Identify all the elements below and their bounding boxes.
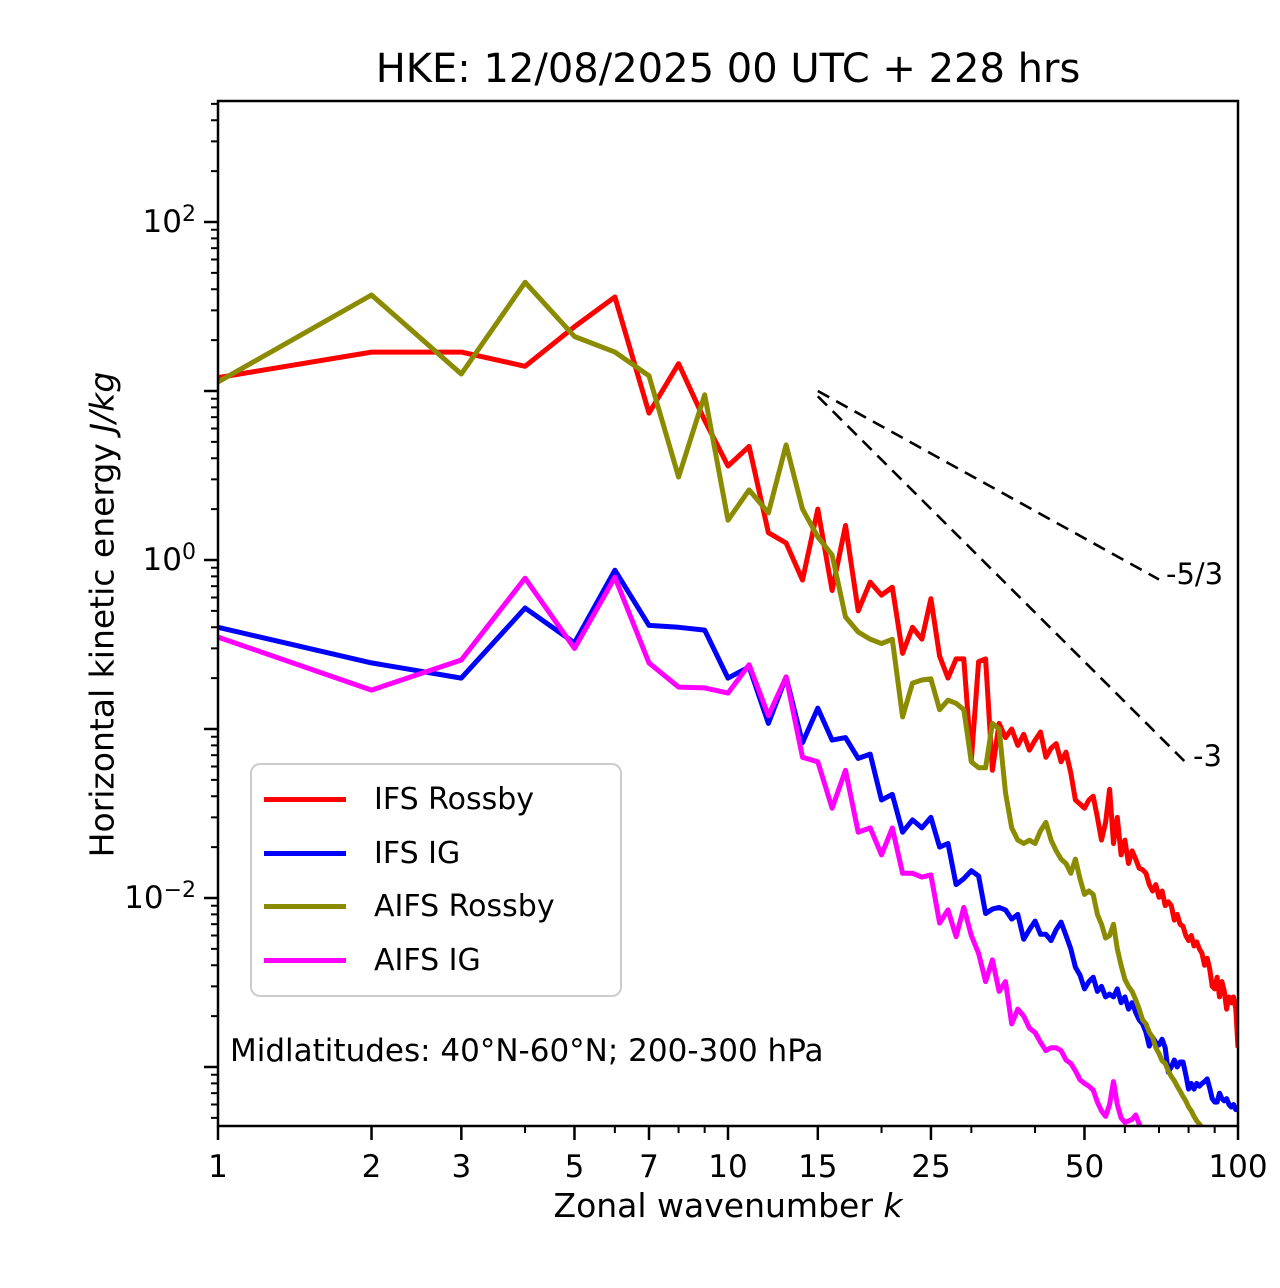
y-tick-label: 100 <box>142 540 196 578</box>
y-axis-label-symbol: J/kg <box>82 371 122 433</box>
series-ifs-ig <box>218 567 1238 1113</box>
legend-label: AIFS IG <box>374 942 481 978</box>
legend-item: IFS IG <box>264 827 620 881</box>
plot-frame <box>216 99 1240 1128</box>
legend: IFS Rossby IFS IG AIFS Rossby AIFS IG <box>250 763 622 997</box>
legend-line-swatch <box>264 957 346 963</box>
legend-label: AIFS Rossby <box>374 889 555 925</box>
legend-item: AIFS Rossby <box>264 880 620 934</box>
legend-item: AIFS IG <box>264 934 620 988</box>
y-axis-label: Horizontal kinetic energy J/kg <box>83 285 122 945</box>
series-lines <box>218 279 1238 1126</box>
x-axis-label-text: Zonal wavenumber <box>553 1186 884 1225</box>
region-annotation: Midlatitudes: 40°N-60°N; 200-300 hPa <box>230 1033 824 1069</box>
x-tick-label: 2 <box>362 1149 382 1185</box>
reference-lines <box>816 389 1190 767</box>
series-aifs-ig <box>218 574 1144 1126</box>
x-tick-label: 1 <box>208 1149 228 1185</box>
x-tick-label: 100 <box>1208 1149 1267 1185</box>
chart-title: HKE: 12/08/2025 00 UTC + 228 hrs <box>375 46 1081 92</box>
slope-reference-line <box>816 395 1190 767</box>
slope-label-5-3: -5/3 <box>1166 557 1224 591</box>
legend-line-swatch <box>264 797 346 803</box>
series-aifs-rossby <box>218 279 1205 1126</box>
x-tick-label: 15 <box>798 1149 837 1185</box>
x-axis-label-symbol: k <box>883 1186 903 1225</box>
legend-label: IFS IG <box>374 835 461 871</box>
legend-label: IFS Rossby <box>374 782 535 818</box>
x-tick-label: 50 <box>1065 1149 1104 1185</box>
y-tick-label: 10−2 <box>124 878 196 916</box>
series-ifs-rossby <box>218 294 1238 1048</box>
x-tick-label: 7 <box>639 1149 659 1185</box>
legend-line-swatch <box>264 904 346 910</box>
y-axis <box>204 102 218 1119</box>
x-axis-label: Zonal wavenumber k <box>218 1186 1238 1225</box>
x-tick-label: 25 <box>911 1149 950 1185</box>
x-tick-label: 10 <box>708 1149 747 1185</box>
slope-label-3: -3 <box>1193 739 1222 773</box>
x-axis: 1 2 3 5 7 10 15 25 50 100 <box>208 1126 1268 1185</box>
legend-line-swatch <box>264 850 346 856</box>
slope-reference-line <box>817 389 1160 581</box>
x-tick-label: 5 <box>565 1149 585 1185</box>
x-tick-label: 3 <box>451 1149 471 1185</box>
legend-item: IFS Rossby <box>264 773 620 827</box>
y-axis-label-text: Horizontal kinetic energy <box>82 432 122 858</box>
y-tick-label: 102 <box>142 202 196 240</box>
